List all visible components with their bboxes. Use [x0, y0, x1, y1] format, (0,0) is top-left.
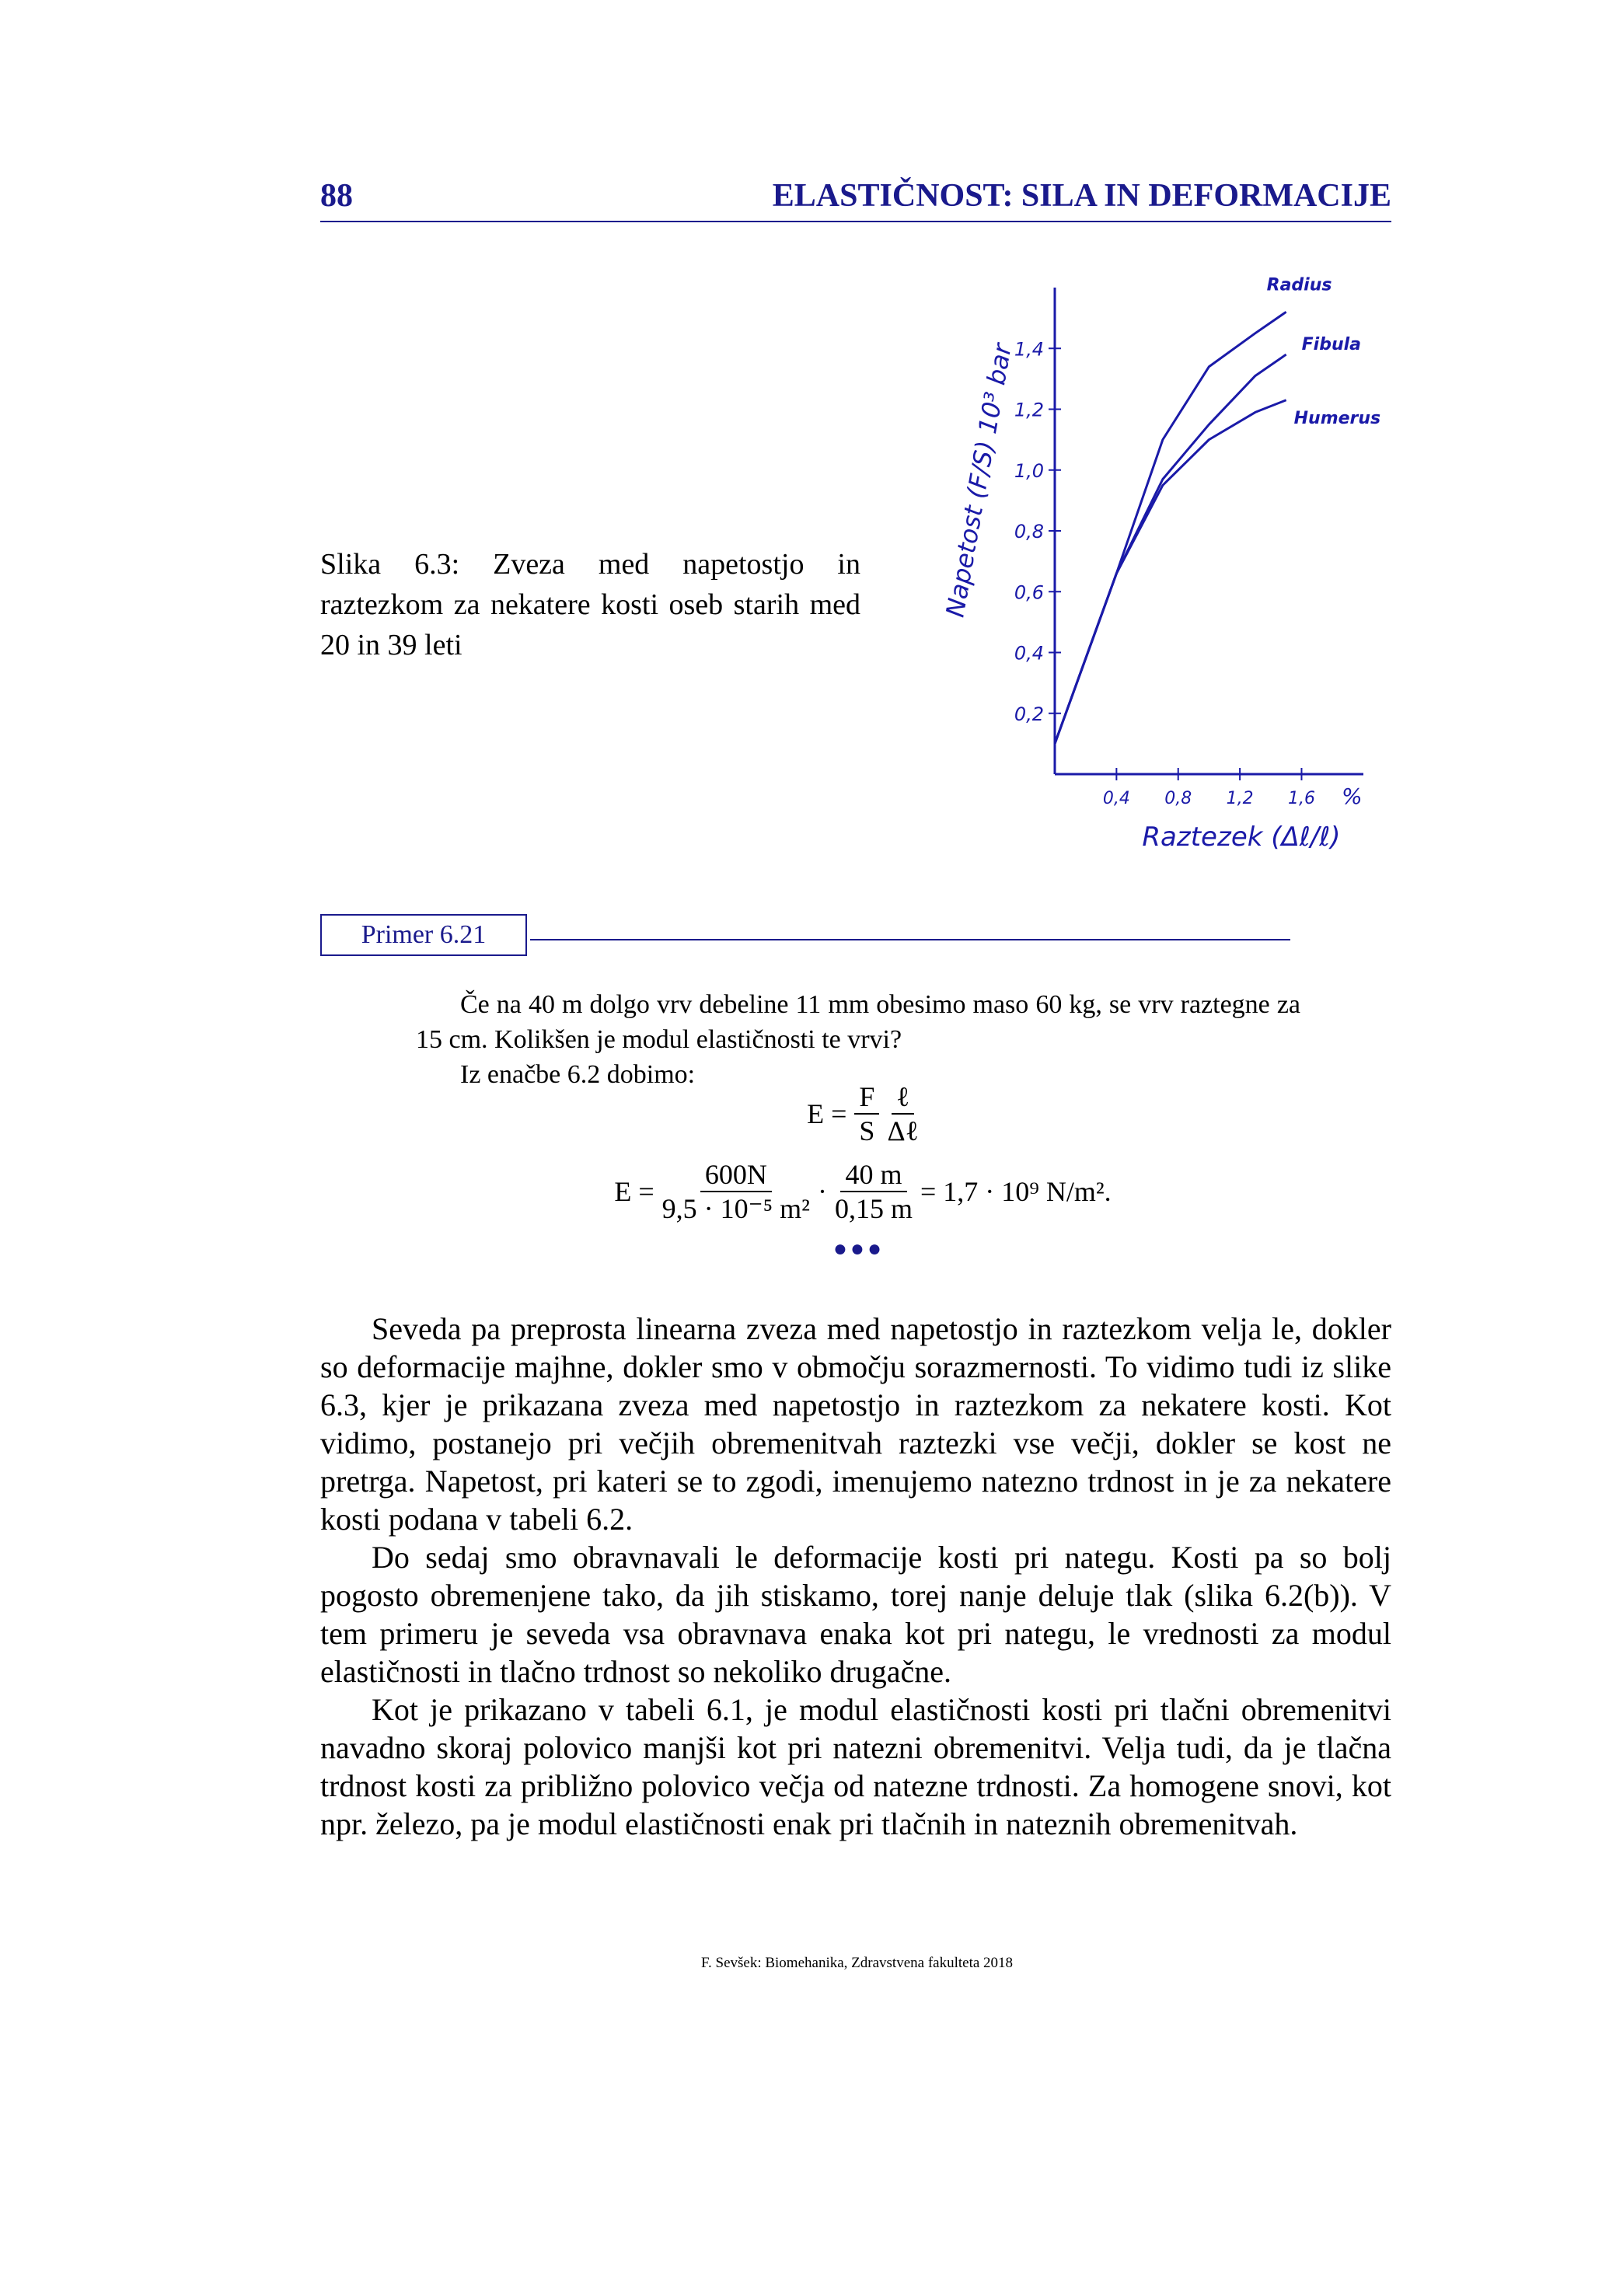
- series-line: [1053, 311, 1287, 745]
- series-label: Fibula: [1302, 335, 1361, 354]
- numerator: F: [854, 1080, 880, 1115]
- paragraph: Do sedaj smo obravnavali le deformacije …: [320, 1540, 1391, 1689]
- denominator: 0,15 m: [834, 1193, 913, 1224]
- y-tick-label: 1,4: [1014, 338, 1044, 360]
- paragraph: Seveda pa preprosta linearna zveza med n…: [320, 1311, 1391, 1537]
- eq-rhs: = 1,7 · 10⁹ N/m².: [920, 1176, 1112, 1207]
- denominator: 9,5 · 10⁻⁵ m²: [661, 1193, 810, 1224]
- series-line: [1053, 399, 1287, 745]
- y-tick-label: 1,2: [1014, 400, 1044, 421]
- end-mark: ●●●: [832, 1236, 885, 1261]
- denominator: Δℓ: [887, 1115, 919, 1146]
- footer: F. Sevšek: Biomehanika, Zdravstvena faku…: [700, 1955, 1014, 1971]
- fraction: 40 m 0,15 m: [835, 1158, 913, 1225]
- denominator: S: [859, 1115, 875, 1146]
- numerator: ℓ: [892, 1080, 915, 1115]
- y-tick-label: 0,8: [1014, 521, 1044, 543]
- y-tick-label: 0,2: [1014, 703, 1044, 725]
- eq-lhs: E =: [807, 1098, 847, 1129]
- x-tick-label: 0,4: [1103, 789, 1130, 808]
- fraction: 600N 9,5 · 10⁻⁵ m²: [662, 1158, 810, 1225]
- example-text: Če na 40 m dolgo vrv debeline 11 mm obes…: [416, 987, 1300, 1092]
- x-tick-label: 0,8: [1164, 789, 1192, 808]
- header-rule: [320, 221, 1391, 222]
- paragraph: Če na 40 m dolgo vrv debeline 11 mm obes…: [416, 990, 1300, 1054]
- figure-caption: Slika 6.3: Zveza med napetostjo in razte…: [320, 548, 860, 661]
- y-tick-label: 0,6: [1014, 581, 1044, 603]
- paragraph: Kot je prikazano v tabeli 6.1, je modul …: [320, 1692, 1391, 1841]
- series-line: [1053, 353, 1287, 745]
- eq-lhs: E =: [614, 1176, 654, 1207]
- numerator: 600N: [700, 1158, 772, 1192]
- y-axis-label: Napetost (F/S) 10³ bar: [941, 340, 1018, 619]
- series-label: Radius: [1267, 275, 1332, 295]
- operator: ·: [817, 1176, 827, 1207]
- numerator: 40 m: [840, 1158, 907, 1192]
- page-number: 88: [320, 178, 353, 214]
- x-tick-label: 1,6: [1288, 789, 1315, 808]
- fraction: ℓ Δℓ: [887, 1080, 918, 1147]
- equation: E = 600N 9,5 · 10⁻⁵ m² · 40 m 0,15 m = 1,7…: [497, 1158, 1228, 1225]
- body-text: Seveda pa preprosta linearna zveza med n…: [320, 1310, 1391, 1843]
- y-tick-label: 0,4: [1014, 643, 1044, 665]
- x-tick-label: 1,2: [1227, 789, 1254, 808]
- chart: 0,2 0,4 0,6 0,8 1,0 1,2 1,4 0,4 0,8 1,2 1,6 %Raztez…: [941, 275, 1381, 853]
- paragraph: Iz enačbe 6.2 dobimo:: [460, 1060, 696, 1089]
- x-unit: %: [1342, 783, 1363, 809]
- x-axis-label: Raztezek (Δℓ/ℓ): [1142, 822, 1340, 853]
- running-title: ELASTIČNOST: SILA IN DEFORMACIJE: [772, 178, 1391, 214]
- example-rule: [530, 939, 1290, 940]
- y-tick-label: 1,0: [1014, 460, 1044, 482]
- example-label: Primer 6.21: [320, 914, 527, 956]
- series-label: Humerus: [1294, 409, 1381, 428]
